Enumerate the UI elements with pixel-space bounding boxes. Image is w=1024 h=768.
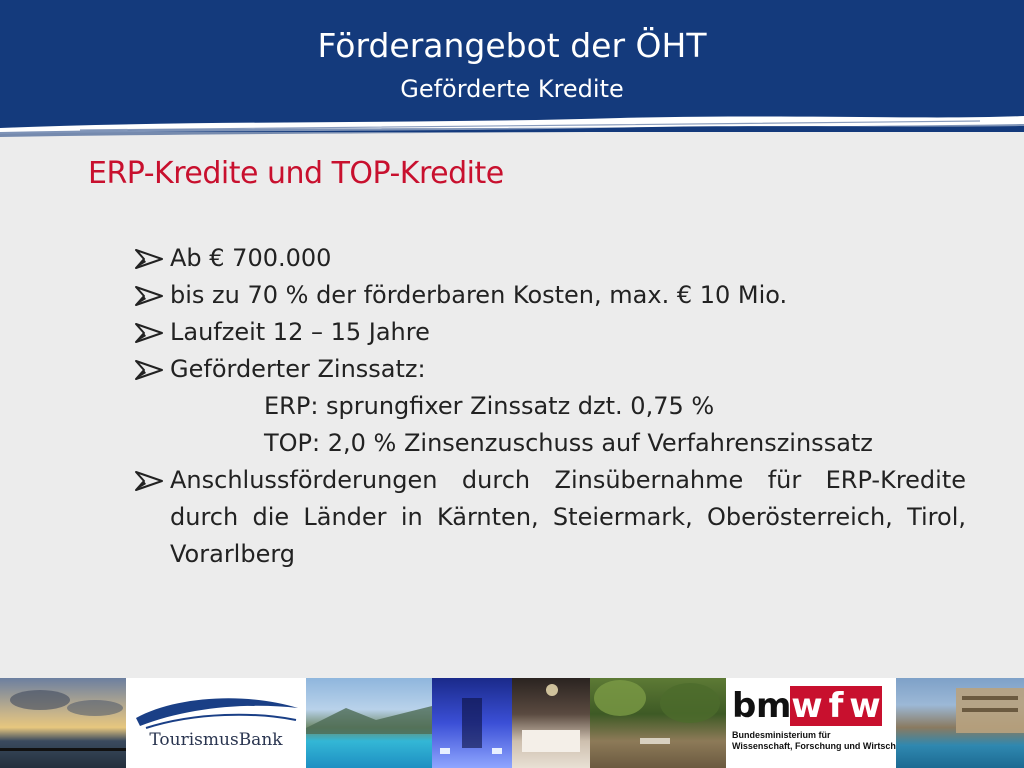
- arrow-bullet-icon: [135, 360, 163, 380]
- bmwfw-logo: b m w f w Bundesministerium für Wissensc…: [726, 678, 896, 768]
- bmwfw-letter: b: [732, 686, 757, 726]
- corridor-photo: [432, 678, 512, 768]
- garden-photo: [590, 678, 726, 768]
- bmwfw-letter: m: [756, 686, 792, 726]
- bullet-text: Geförderter Zinssatz:: [170, 355, 426, 383]
- pool-photo: [306, 678, 432, 768]
- bullet-text: Ab € 700.000: [170, 244, 332, 272]
- bmwfw-letter: w: [848, 686, 882, 726]
- sub-item: TOP: 2,0 % Zinsenzuschuss auf Verfahrens…: [134, 425, 966, 462]
- bmwfw-letter: w: [790, 686, 824, 726]
- bullet-list: Ab € 700.000 bis zu 70 % der förderbaren…: [134, 240, 966, 573]
- bullet-item: Geförderter Zinssatz:: [134, 351, 966, 388]
- bmwfw-letter: f: [824, 686, 848, 726]
- sub-item-text: TOP: 2,0 % Zinsenzuschuss auf Verfahrens…: [264, 429, 873, 457]
- photo-strip: TourismusBank b m w f: [0, 678, 1024, 768]
- arrow-bullet-icon: [135, 286, 163, 306]
- bullet-text: bis zu 70 % der förderbaren Kosten, max.…: [170, 281, 788, 309]
- sub-item: ERP: sprungfixer Zinssatz dzt. 0,75 %: [134, 388, 966, 425]
- bullet-text: Laufzeit 12 – 15 Jahre: [170, 318, 430, 346]
- arrow-bullet-icon: [135, 323, 163, 343]
- bullet-item: Anschlussförderungen durch Zinsübernahme…: [134, 462, 966, 573]
- bullet-text: Anschlussförderungen durch Zinsübernahme…: [170, 466, 966, 568]
- tourismusbank-wordmark: TourismusBank: [149, 730, 283, 750]
- sub-item-text: ERP: sprungfixer Zinssatz dzt. 0,75 %: [264, 392, 715, 420]
- bullet-item: Laufzeit 12 – 15 Jahre: [134, 314, 966, 351]
- bullet-item: bis zu 70 % der förderbaren Kosten, max.…: [134, 277, 966, 314]
- brush-stroke-divider: [0, 116, 1024, 137]
- slide-subtitle: Geförderte Kredite: [400, 75, 624, 103]
- bedroom-photo: [512, 678, 590, 768]
- tourismusbank-logo: TourismusBank: [126, 678, 306, 768]
- arrow-bullet-icon: [135, 471, 163, 491]
- lake-sunset-photo: [0, 678, 126, 768]
- section-heading: ERP-Kredite und TOP-Kredite: [88, 156, 504, 191]
- bullet-item: Ab € 700.000: [134, 240, 966, 277]
- header-band: Förderangebot der ÖHT Geförderte Kredite: [0, 0, 1024, 132]
- slide-title: Förderangebot der ÖHT: [317, 26, 707, 65]
- bmwfw-caption-line1: Bundesministerium für: [732, 730, 831, 740]
- hotel-pool-photo: [896, 678, 1024, 768]
- arrow-bullet-icon: [135, 249, 163, 269]
- bmwfw-caption-line2: Wissenschaft, Forschung und Wirtschaft: [732, 741, 896, 751]
- bmwfw-letters: b m w f w: [732, 686, 882, 726]
